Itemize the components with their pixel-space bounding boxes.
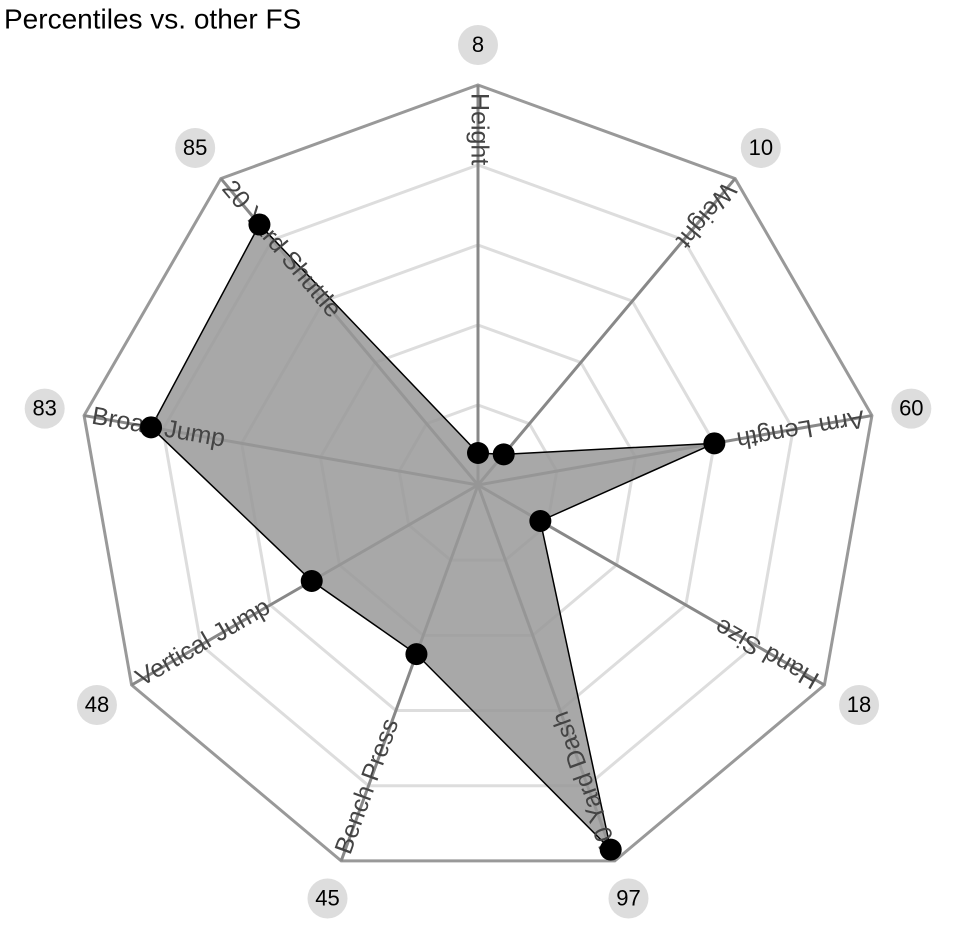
value-label: 48 [85, 692, 109, 717]
data-point [599, 838, 622, 861]
grid-ring [82, 83, 874, 863]
axis-label: Arm Length [735, 405, 867, 455]
value-label: 83 [32, 395, 56, 420]
value-badge [175, 127, 216, 168]
axis-label: Hand Size [710, 612, 824, 694]
value-badge [24, 388, 65, 429]
data-point [300, 570, 323, 592]
axis-label: Weight [671, 177, 742, 254]
data-point [467, 442, 489, 464]
value-badge [458, 25, 498, 65]
value-label: 18 [847, 692, 871, 717]
value-badge [608, 878, 649, 919]
data-area [150, 223, 715, 852]
value-label: 85 [183, 135, 207, 160]
axis-spoke [476, 177, 737, 486]
data-point [492, 443, 515, 466]
axis-label: Height [465, 93, 493, 165]
value-badge [76, 685, 117, 725]
value-badge [839, 685, 880, 725]
value-label: 60 [899, 395, 923, 420]
value-badge [740, 127, 781, 168]
axis-label: Vertical Jump [131, 593, 275, 692]
value-label: 8 [472, 32, 484, 57]
data-point [405, 643, 428, 666]
value-label: 45 [315, 885, 339, 910]
value-label: 10 [749, 135, 773, 160]
data-point [529, 510, 552, 532]
value-label: 97 [616, 885, 640, 910]
data-point [140, 416, 163, 439]
data-point [248, 213, 271, 236]
data-point [703, 432, 726, 455]
value-badge [891, 388, 932, 429]
chart-title: Percentiles vs. other FS [4, 3, 301, 34]
value-badge [307, 878, 348, 919]
